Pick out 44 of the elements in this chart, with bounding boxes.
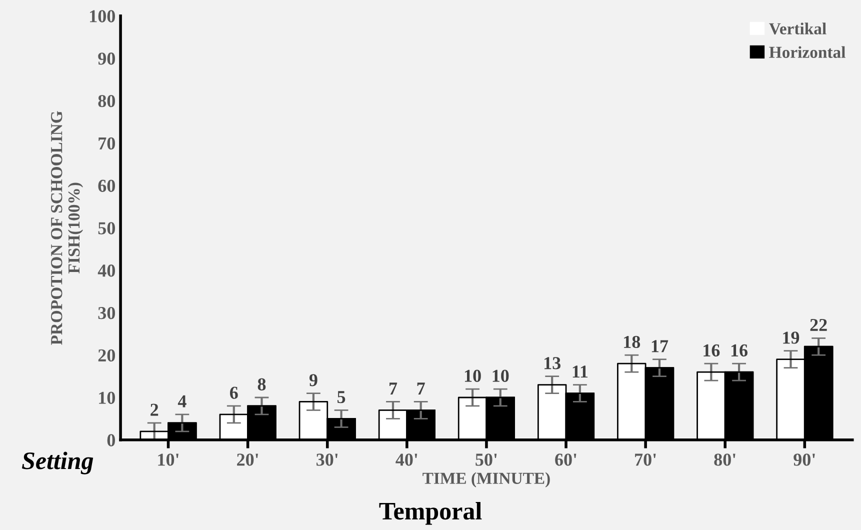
data-label: 17 xyxy=(652,340,668,352)
data-label: 13 xyxy=(544,357,561,370)
x-tick-label: 20' xyxy=(237,454,258,466)
y-tick-label: 80 xyxy=(98,94,115,108)
legend-label: Vertikal xyxy=(769,22,826,34)
y-tick-label: 0 xyxy=(107,434,115,446)
x-tick-label: 70' xyxy=(635,454,656,466)
data-label: 16 xyxy=(731,344,748,357)
text: Temporal xyxy=(379,502,482,525)
legend-label: Horizontal xyxy=(769,46,846,58)
x-tick-label: 50' xyxy=(476,454,497,466)
y-tick-label: 70 xyxy=(98,137,115,150)
y-tick-label: 30 xyxy=(98,306,115,320)
data-label: 7 xyxy=(390,382,398,395)
y-tick-label: 60 xyxy=(98,180,115,192)
data-label: 4 xyxy=(178,395,186,408)
data-label: 5 xyxy=(337,391,346,404)
x-tick-label: 30' xyxy=(316,454,338,466)
x-tick-label: 10' xyxy=(158,454,178,466)
data-label: 16 xyxy=(704,344,720,357)
data-label: 7 xyxy=(417,382,425,395)
x-axis-title: TIME (MINUTE) xyxy=(422,472,550,488)
data-label: 10 xyxy=(464,370,481,382)
data-label: 2 xyxy=(150,404,158,416)
x-tick-label: 60' xyxy=(555,454,576,466)
y-axis-title: PROPOTION OF SCHOOLING FISH(100%) xyxy=(51,111,84,345)
y-tick-label: 10 xyxy=(99,392,115,404)
y-tick-label: 40 xyxy=(98,264,115,277)
data-label: 10 xyxy=(492,370,509,382)
x-tick-label: 80' xyxy=(714,454,736,466)
data-label: 9 xyxy=(309,374,318,386)
y-tick-label: 90 xyxy=(98,52,115,65)
text: Setting xyxy=(22,452,94,474)
data-label: 18 xyxy=(624,336,640,348)
x-tick-label: 40' xyxy=(396,454,418,466)
y-tick-label: 20 xyxy=(98,349,115,362)
y-tick-label: 100 xyxy=(90,10,115,22)
x-tick-label: 90' xyxy=(794,454,815,466)
data-label: 11 xyxy=(572,366,588,378)
data-label: 6 xyxy=(230,386,238,399)
data-label: 22 xyxy=(810,318,827,331)
data-label: 19 xyxy=(783,332,800,344)
y-tick-label: 50 xyxy=(98,222,115,234)
data-label: 8 xyxy=(258,378,266,390)
